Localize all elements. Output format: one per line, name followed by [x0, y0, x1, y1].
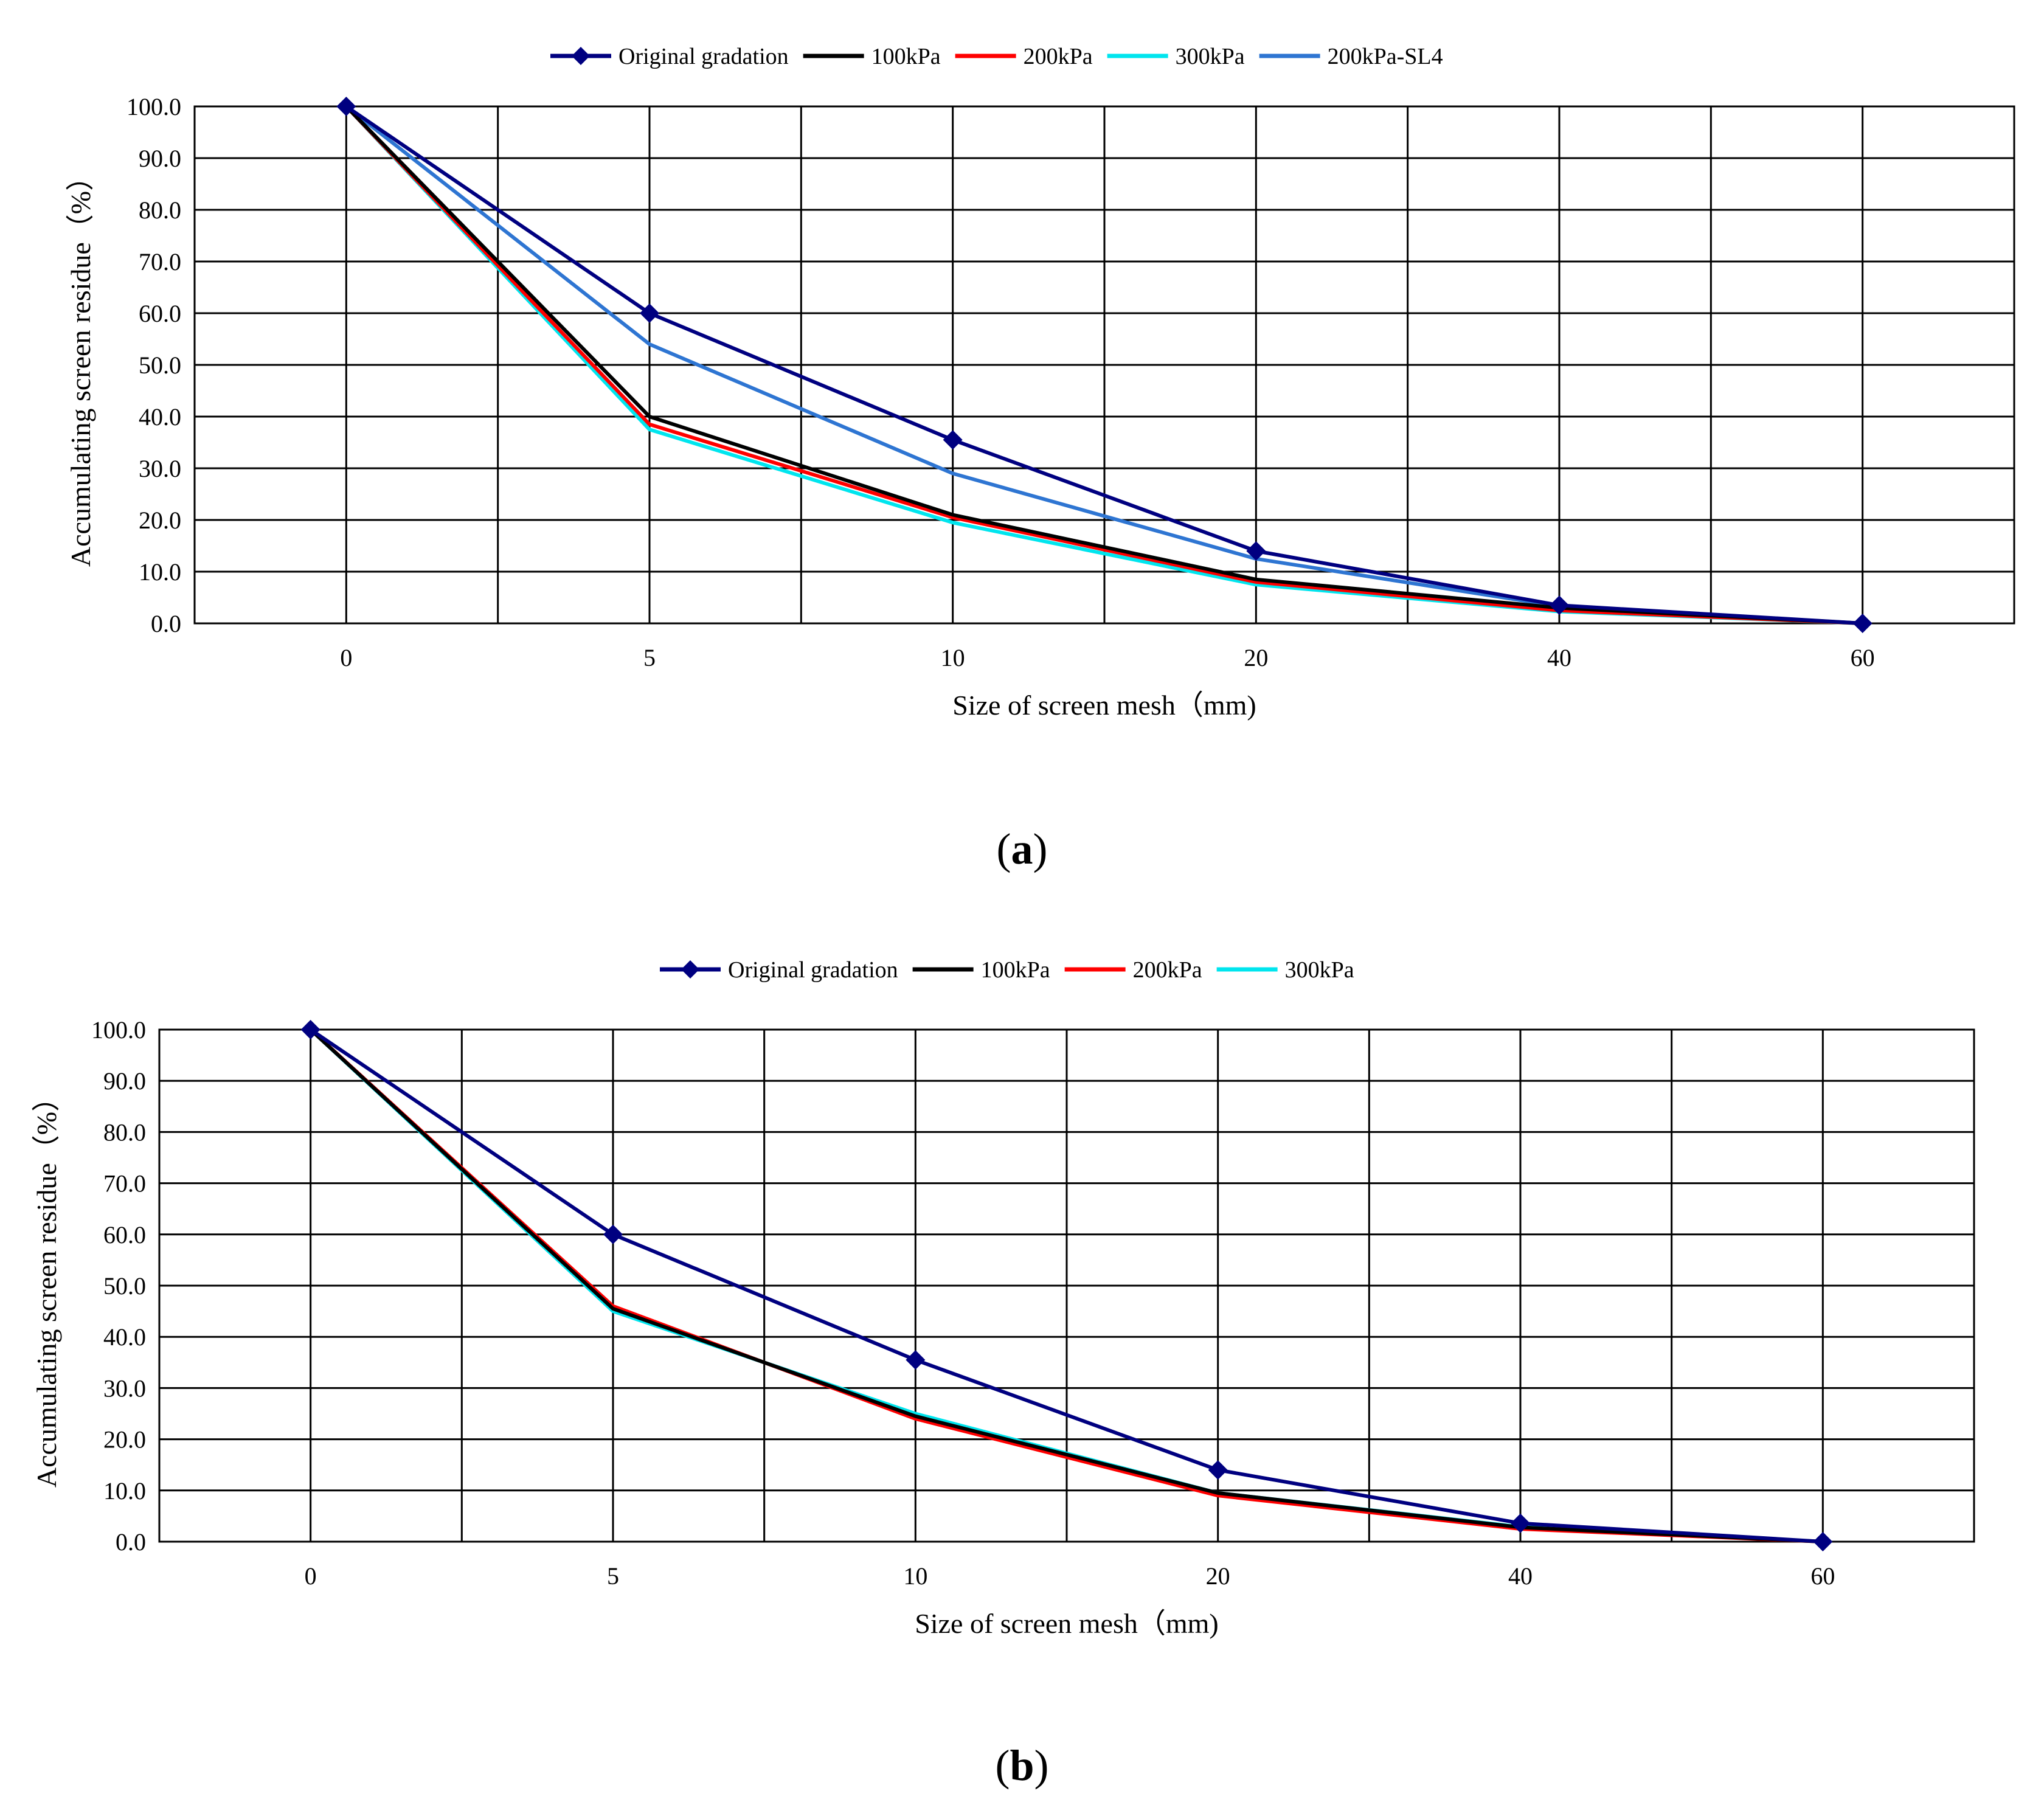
y-tick-label: 20.0: [103, 1426, 146, 1453]
x-tick-label: 0: [340, 644, 352, 671]
y-axis-title: Accumulating screen residue（%）: [65, 163, 96, 567]
data-point-marker: [906, 1350, 926, 1370]
y-tick-label: 40.0: [103, 1323, 146, 1351]
legend-label: 300kPa: [1176, 44, 1245, 69]
x-tick-label: 5: [643, 644, 656, 671]
chart-a: 0.0 10.0 20.0 30.0 40.0 50.0 60.0 70.0 80.0 90.0 1…: [65, 44, 2015, 721]
y-tick-label: 10.0: [139, 558, 181, 586]
x-tick-label: 40: [1508, 1562, 1533, 1590]
y-tick-label: 70.0: [139, 248, 181, 275]
y-tick-label: 100.0: [126, 93, 181, 120]
data-point-marker: [1550, 595, 1569, 615]
series-line-100kpa: [309, 1028, 1823, 1543]
y-tick-label: 30.0: [103, 1374, 146, 1402]
data-point-marker: [1511, 1513, 1530, 1533]
legend-label: 200kPa: [1133, 957, 1202, 983]
y-tick-label: 10.0: [103, 1477, 146, 1505]
y-tick-label: 80.0: [103, 1118, 146, 1146]
data-point-marker: [1852, 614, 1873, 633]
x-tick-label: 40: [1547, 644, 1571, 671]
x-axis-title: Size of screen mesh（mm): [952, 690, 1256, 721]
chart-panel-b: 0.0 10.0 20.0 30.0 40.0 50.0 60.0 70.0 80.0 90.0 1…: [0, 902, 2044, 1805]
panel-a-caption: (a): [996, 825, 1048, 873]
legend-item: 200kPa-SL4: [1259, 44, 1443, 69]
legend-label: 200kPa-SL4: [1328, 44, 1443, 69]
plot-border: [193, 105, 2015, 625]
legend-label: 100kPa: [981, 957, 1050, 983]
chart-panel-a: 0.0 10.0 20.0 30.0 40.0 50.0 60.0 70.0 80.0 90.0 1…: [0, 0, 2044, 902]
data-point-marker: [336, 97, 356, 116]
legend-marker: [681, 960, 699, 979]
x-axis-title: Size of screen mesh（mm): [915, 1608, 1218, 1639]
legend: Original gradation 100kPa 200kPa 300kPa: [660, 957, 1354, 983]
legend-item: Original gradation: [550, 44, 789, 69]
y-tick-label: 30.0: [139, 455, 181, 482]
x-tick-label: 5: [607, 1562, 619, 1590]
y-tick-label: 80.0: [139, 196, 181, 224]
data-point-marker: [603, 1224, 623, 1244]
panel-b-caption: (b): [995, 1741, 1049, 1790]
data-point-marker: [640, 303, 659, 323]
y-tick-label: 50.0: [103, 1272, 146, 1300]
y-axis-title: Accumulating screen residue（%）: [31, 1084, 62, 1488]
x-tick-label: 0: [305, 1562, 317, 1590]
data-point-marker: [943, 430, 963, 450]
chart-b: 0.0 10.0 20.0 30.0 40.0 50.0 60.0 70.0 80.0 90.0 1…: [31, 957, 1975, 1639]
data-point-marker: [1813, 1532, 1833, 1551]
series-line-200kpa: [345, 105, 1863, 625]
y-tick-label: 50.0: [139, 352, 181, 379]
legend-item: 200kPa: [1064, 957, 1202, 983]
data-point-marker: [300, 1020, 320, 1039]
y-tick-label: 90.0: [103, 1067, 146, 1095]
x-tick-label: 10: [941, 644, 965, 671]
x-tick-label: 20: [1206, 1562, 1230, 1590]
panel-b-label: b: [1010, 1741, 1034, 1790]
plot-border: [158, 1028, 1975, 1543]
y-tick-label: 90.0: [139, 145, 181, 172]
x-tick-label: 10: [903, 1562, 927, 1590]
panel-a-label: a: [1011, 825, 1033, 873]
legend-label: 100kPa: [871, 44, 941, 69]
x-tick-label: 60: [1851, 644, 1875, 671]
legend-item: 100kPa: [912, 957, 1050, 983]
legend-item: Original gradation: [660, 957, 898, 983]
x-tick-label: 20: [1244, 644, 1268, 671]
y-tick-label: 60.0: [139, 300, 181, 327]
series-line-100kpa: [345, 105, 1863, 625]
legend-label: Original gradation: [618, 44, 789, 69]
series-line-original-gradation: [345, 105, 1863, 625]
legend-item: 200kPa: [955, 44, 1093, 69]
legend-label: Original gradation: [728, 957, 898, 983]
legend-label: 200kPa: [1024, 44, 1093, 69]
legend-item: 300kPa: [1107, 44, 1245, 69]
legend-label: 300kPa: [1285, 957, 1354, 983]
y-tick-label: 20.0: [139, 507, 181, 534]
series-line-original-gradation: [310, 1028, 1823, 1543]
y-tick-label: 70.0: [103, 1170, 146, 1197]
x-tick-label: 60: [1810, 1562, 1835, 1590]
legend-item: 300kPa: [1216, 957, 1354, 983]
y-tick-label: 40.0: [139, 403, 181, 431]
y-tick-label: 0.0: [151, 610, 181, 637]
legend-marker: [572, 47, 590, 65]
y-tick-label: 0.0: [116, 1528, 146, 1556]
y-tick-label: 100.0: [91, 1016, 146, 1044]
y-tick-label: 60.0: [103, 1221, 146, 1249]
data-point-marker: [1208, 1460, 1228, 1480]
data-point-marker: [1246, 541, 1266, 561]
legend-item: 100kPa: [803, 44, 941, 69]
legend: Original gradation 100kPa 200kPa 300kPa 200k…: [550, 44, 1443, 69]
